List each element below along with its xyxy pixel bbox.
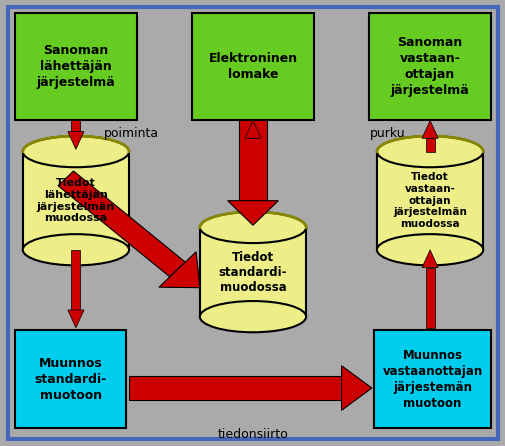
- Ellipse shape: [23, 136, 129, 167]
- Polygon shape: [425, 268, 434, 328]
- Polygon shape: [71, 250, 80, 310]
- FancyBboxPatch shape: [192, 13, 313, 120]
- Polygon shape: [238, 120, 266, 201]
- Text: purku: purku: [369, 127, 404, 140]
- Text: poiminta: poiminta: [104, 127, 159, 140]
- Ellipse shape: [23, 234, 129, 265]
- FancyBboxPatch shape: [369, 13, 490, 120]
- Text: Muunnos
standardi-
muotoon: Muunnos standardi- muotoon: [35, 357, 107, 401]
- Ellipse shape: [199, 301, 306, 332]
- Text: Tiedot
vastaan-
ottajan
järjestelmän
muodossa: Tiedot vastaan- ottajan järjestelmän muo…: [392, 173, 466, 229]
- FancyBboxPatch shape: [15, 13, 136, 120]
- Polygon shape: [71, 120, 80, 132]
- Polygon shape: [68, 132, 84, 149]
- Polygon shape: [421, 120, 437, 138]
- Text: tiedonsiirto: tiedonsiirto: [217, 428, 288, 442]
- Ellipse shape: [199, 212, 306, 243]
- Polygon shape: [23, 152, 129, 250]
- FancyBboxPatch shape: [8, 7, 497, 439]
- Polygon shape: [68, 310, 84, 328]
- Polygon shape: [244, 120, 261, 138]
- FancyBboxPatch shape: [374, 330, 490, 428]
- Text: Sanoman
vastaan-
ottajan
järjestelmä: Sanoman vastaan- ottajan järjestelmä: [390, 37, 469, 97]
- Polygon shape: [199, 227, 306, 317]
- Ellipse shape: [376, 136, 482, 167]
- Polygon shape: [248, 136, 257, 138]
- Text: Elektroninen
lomake: Elektroninen lomake: [208, 52, 297, 82]
- Text: Muunnos
vastaanottajan
järjestemän
muotoon: Muunnos vastaanottajan järjestemän muoto…: [382, 349, 482, 409]
- FancyBboxPatch shape: [15, 330, 126, 428]
- Text: Tiedot
standardi-
muodossa: Tiedot standardi- muodossa: [218, 251, 287, 293]
- Text: Tiedot
lähettäjän
järjestelmän
muodossa: Tiedot lähettäjän järjestelmän muodossa: [37, 178, 115, 223]
- Polygon shape: [425, 138, 434, 152]
- Polygon shape: [421, 250, 437, 268]
- Polygon shape: [376, 152, 482, 250]
- Ellipse shape: [376, 234, 482, 265]
- Polygon shape: [159, 252, 199, 288]
- Polygon shape: [129, 376, 341, 401]
- Polygon shape: [58, 171, 185, 277]
- Polygon shape: [227, 201, 278, 225]
- Text: Sanoman
lähettäjän
järjestelmä: Sanoman lähettäjän järjestelmä: [36, 45, 115, 89]
- Polygon shape: [341, 366, 371, 410]
